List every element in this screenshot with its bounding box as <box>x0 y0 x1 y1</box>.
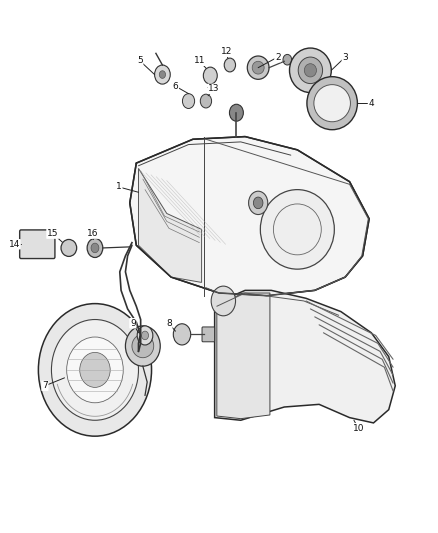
FancyBboxPatch shape <box>20 230 55 259</box>
Text: 15: 15 <box>47 229 59 238</box>
Text: 3: 3 <box>343 53 348 62</box>
Ellipse shape <box>314 85 350 122</box>
Circle shape <box>253 197 263 209</box>
Ellipse shape <box>67 337 123 403</box>
Circle shape <box>137 326 153 345</box>
Text: 11: 11 <box>194 56 205 65</box>
Ellipse shape <box>51 319 138 420</box>
Text: 8: 8 <box>166 319 172 328</box>
Ellipse shape <box>304 63 317 77</box>
Circle shape <box>283 54 292 65</box>
Polygon shape <box>217 293 270 419</box>
Circle shape <box>87 238 103 257</box>
Circle shape <box>224 58 236 72</box>
Circle shape <box>249 191 268 215</box>
Text: 10: 10 <box>353 424 364 433</box>
Circle shape <box>211 286 236 316</box>
Circle shape <box>141 331 148 340</box>
Polygon shape <box>130 136 369 296</box>
Ellipse shape <box>260 190 334 269</box>
Text: 6: 6 <box>173 82 178 91</box>
Ellipse shape <box>290 48 331 93</box>
Text: 9: 9 <box>130 319 136 328</box>
Text: 12: 12 <box>221 47 233 56</box>
Ellipse shape <box>125 326 160 366</box>
Text: 5: 5 <box>137 56 143 65</box>
Ellipse shape <box>307 77 357 130</box>
Circle shape <box>173 324 191 345</box>
Polygon shape <box>215 290 395 423</box>
Text: 2: 2 <box>275 53 281 62</box>
Polygon shape <box>138 168 201 282</box>
Ellipse shape <box>80 352 110 387</box>
Circle shape <box>91 243 99 253</box>
Ellipse shape <box>61 239 77 256</box>
Text: 13: 13 <box>208 84 219 93</box>
Ellipse shape <box>132 334 154 358</box>
Ellipse shape <box>39 304 152 436</box>
Text: 4: 4 <box>368 99 374 108</box>
Circle shape <box>203 67 217 84</box>
Circle shape <box>155 65 170 84</box>
Text: 16: 16 <box>87 229 99 238</box>
Text: 14: 14 <box>9 240 20 249</box>
Circle shape <box>159 71 166 78</box>
Ellipse shape <box>247 56 269 79</box>
Ellipse shape <box>252 61 264 74</box>
Circle shape <box>230 104 244 121</box>
Circle shape <box>183 94 194 109</box>
Ellipse shape <box>298 57 322 84</box>
Circle shape <box>200 94 212 108</box>
Text: 1: 1 <box>116 182 122 191</box>
Text: 7: 7 <box>42 381 48 390</box>
FancyBboxPatch shape <box>202 327 215 342</box>
